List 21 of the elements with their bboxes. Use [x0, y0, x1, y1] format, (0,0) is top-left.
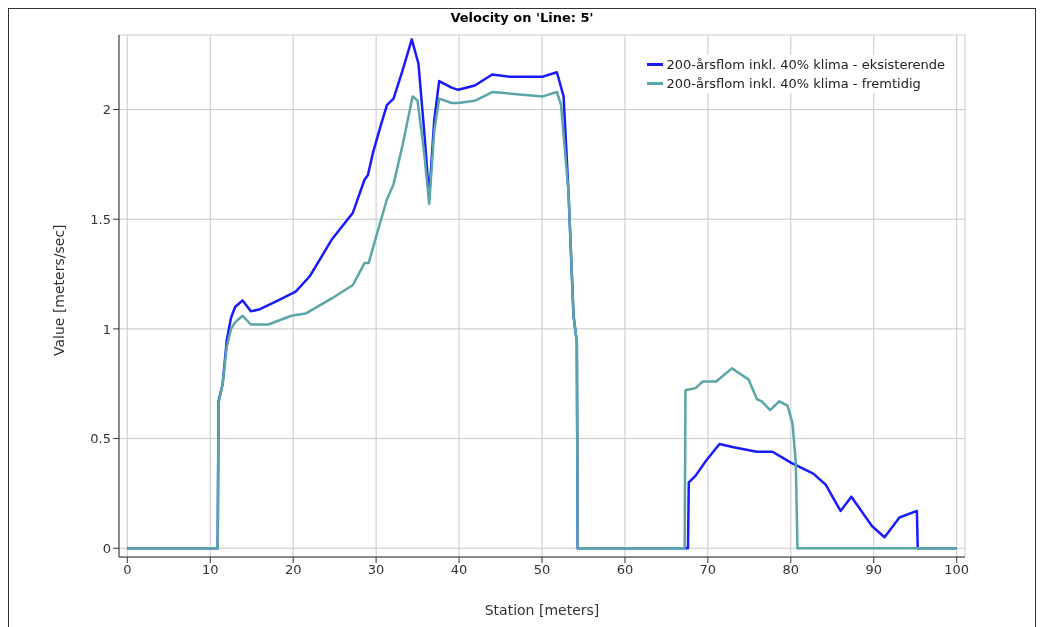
y-tick-label: 1.5: [90, 211, 111, 227]
x-tick-label: 0: [123, 562, 132, 578]
x-tick-label: 90: [865, 562, 883, 578]
x-tick-label: 40: [450, 562, 468, 578]
y-tick-label: 1: [102, 321, 111, 337]
y-tick-label: 0: [102, 540, 111, 556]
y-tick-label: 0.5: [90, 431, 111, 447]
chart-title: Velocity on 'Line: 5': [449, 9, 595, 27]
legend-label: 200-årsflom inkl. 40% klima - eksisterende: [666, 56, 945, 74]
x-tick-label: 70: [699, 562, 717, 578]
x-tick-label: 100: [944, 562, 970, 578]
x-tick-label: 10: [201, 562, 219, 578]
legend-label: 200-årsflom inkl. 40% klima - fremtidig: [666, 75, 921, 93]
x-tick-label: 50: [533, 562, 551, 578]
x-tick-label: 60: [616, 562, 634, 578]
x-axis-title: Station [meters]: [484, 602, 600, 618]
x-tick-label: 80: [782, 562, 800, 578]
x-tick-label: 30: [367, 562, 385, 578]
y-axis-title: Value [meters/sec]: [50, 224, 67, 356]
y-tick-label: 2: [102, 102, 111, 118]
x-tick-label: 20: [284, 562, 302, 578]
